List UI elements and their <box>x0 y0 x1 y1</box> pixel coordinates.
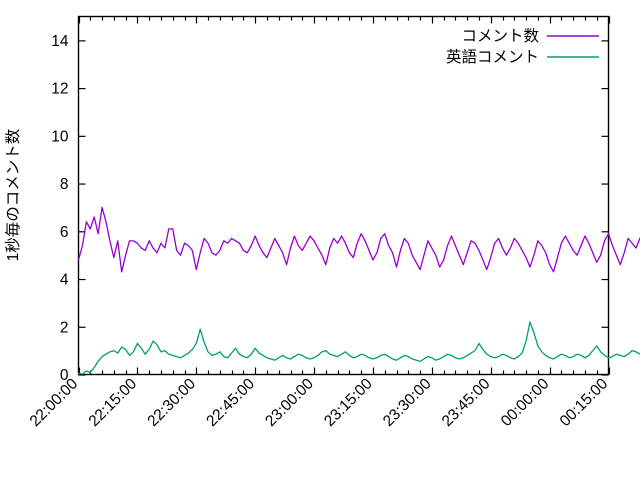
y-tick-label: 6 <box>60 224 69 241</box>
x-tick-label: 22:45:00 <box>203 375 258 430</box>
x-tick-label: 23:45:00 <box>439 375 494 430</box>
axis-tickmarks <box>78 16 611 376</box>
x-tick-label: 23:15:00 <box>321 375 376 430</box>
y-tick-label: 14 <box>51 33 69 50</box>
legend-label-2: 英語コメント <box>446 48 539 66</box>
series-line-2 <box>77 321 640 375</box>
y-axis-tick-labels: 0 2 4 6 8 10 12 14 <box>51 33 69 384</box>
x-tick-label: 23:00:00 <box>262 375 317 430</box>
x-axis-tick-labels: 22:00:00 22:15:00 22:30:00 22:45:00 23:00:00… <box>27 375 612 430</box>
y-axis-title: 1秒毎のコメント数 <box>4 128 22 261</box>
x-tick-label: 00:00:00 <box>498 375 553 430</box>
y-tick-label: 4 <box>60 272 69 289</box>
y-tick-label: 0 <box>60 367 69 384</box>
y-tick-label: 8 <box>60 176 69 193</box>
y-tick-label: 10 <box>51 128 69 145</box>
series-line-1 <box>77 206 640 273</box>
y-tick-label: 12 <box>51 81 68 98</box>
data-series-group <box>77 206 640 375</box>
x-tick-label: 00:15:00 <box>557 375 612 430</box>
plot-frame <box>77 15 610 376</box>
x-tick-label: 22:00:00 <box>27 375 82 430</box>
legend-label-1: コメント数 <box>461 27 539 45</box>
x-tick-label: 22:15:00 <box>86 375 141 430</box>
y-tick-label: 2 <box>60 319 69 336</box>
x-tick-label: 22:30:00 <box>144 375 199 430</box>
x-tick-label: 23:30:00 <box>380 375 435 430</box>
